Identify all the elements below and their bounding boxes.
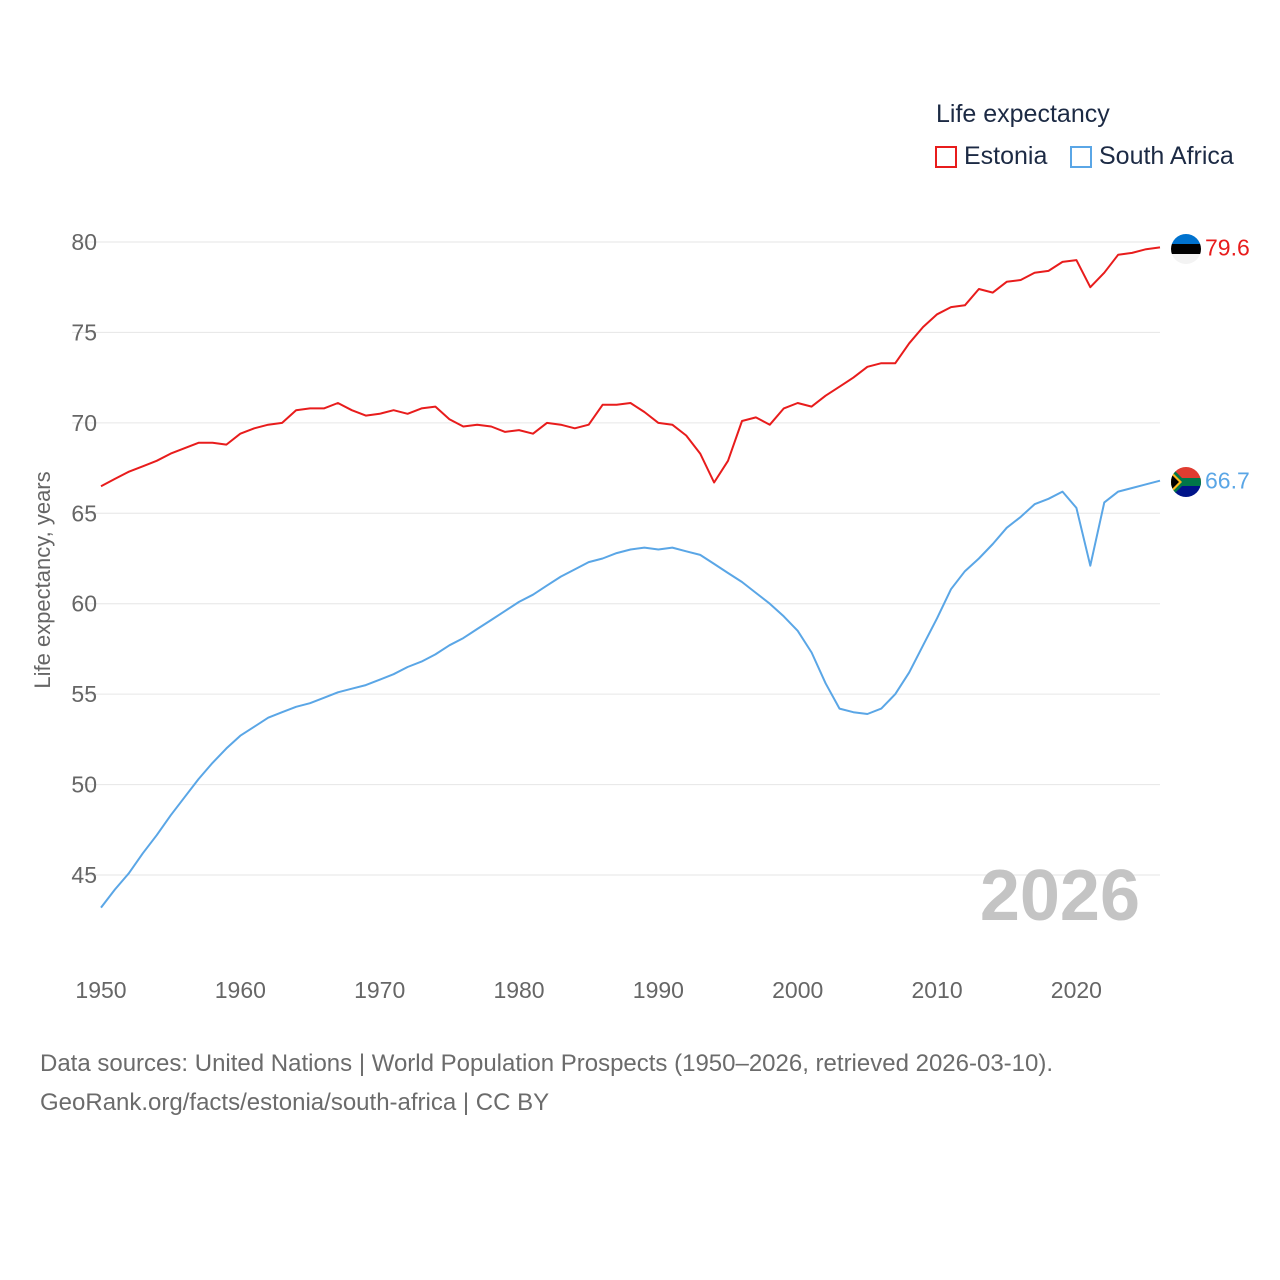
data-sources: Data sources: United Nations | World Pop… — [40, 1044, 1053, 1122]
x-tick-label: 1970 — [354, 977, 405, 1003]
x-tick-label: 2010 — [911, 977, 962, 1003]
legend-label-estonia: Estonia — [964, 142, 1048, 170]
x-axis-ticks: 1950 1960 1970 1980 1990 2000 2010 2020 — [75, 977, 1102, 1003]
grid-lines — [72, 241, 1160, 876]
x-tick-label: 2020 — [1051, 977, 1102, 1003]
south-africa-flag-icon — [1171, 467, 1201, 497]
sources-line-2[interactable]: GeoRank.org/facts/estonia/south-africa |… — [40, 1089, 550, 1116]
x-tick-label: 1950 — [75, 977, 126, 1003]
end-label-estonia: 79.6 — [1205, 234, 1250, 260]
sources-line-1: Data sources: United Nations | World Pop… — [40, 1050, 1054, 1077]
end-label-south-africa: 66.7 — [1205, 468, 1250, 494]
series-lines: 79.6 66.7 — [100, 234, 1250, 909]
life-expectancy-chart: 45 50 55 60 65 70 75 80 1950 1960 1970 1980 1990 200… — [30, 229, 1250, 1003]
legend-label-south-africa: South Africa — [1099, 142, 1234, 170]
y-tick-label: 60 — [71, 591, 97, 617]
y-tick-label: 70 — [71, 410, 97, 436]
estonia-flag-icon — [1171, 234, 1201, 264]
y-tick-label: 65 — [71, 500, 97, 526]
x-tick-label: 1960 — [215, 977, 266, 1003]
x-tick-label: 1980 — [493, 977, 544, 1003]
legend-item-south-africa[interactable]: South Africa — [1070, 142, 1234, 171]
y-tick-label: 80 — [71, 229, 97, 255]
legend-item-estonia[interactable]: Estonia — [935, 142, 1047, 171]
legend-swatch-south-africa — [1070, 145, 1092, 168]
y-tick-label: 50 — [71, 772, 97, 798]
x-tick-label: 1990 — [633, 977, 684, 1003]
y-tick-label: 45 — [71, 862, 97, 888]
y-tick-label: 75 — [71, 319, 97, 345]
legend-title: Life expectancy — [936, 100, 1110, 128]
legend-swatch-estonia — [935, 145, 957, 168]
y-axis-ticks: 45 50 55 60 65 70 75 80 — [71, 229, 97, 888]
year-overlay: 2026 — [980, 856, 1140, 936]
y-tick-label: 55 — [71, 681, 97, 707]
series-line-estonia[interactable] — [100, 246, 1161, 488]
x-tick-label: 2000 — [772, 977, 823, 1003]
y-axis-label: Life expectancy, years — [30, 471, 55, 688]
series-line-south-africa[interactable] — [100, 479, 1161, 909]
